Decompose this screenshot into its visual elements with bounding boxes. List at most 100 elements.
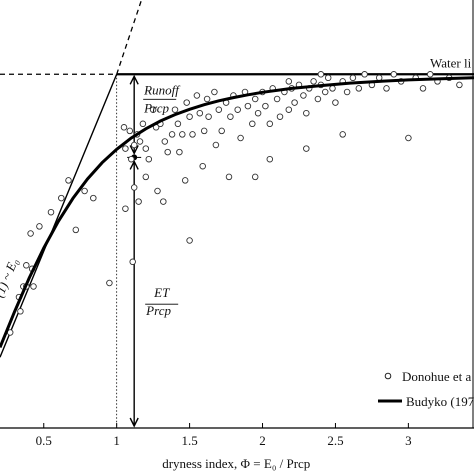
data-point <box>142 145 150 152</box>
data-point <box>199 162 206 170</box>
data-point <box>262 102 269 110</box>
energy-limit-dashed-line <box>116 0 143 75</box>
data-point <box>251 95 259 103</box>
data-point <box>139 120 147 128</box>
data-point <box>426 71 434 78</box>
data-point <box>244 102 252 110</box>
data-point <box>160 198 167 205</box>
water-limit-label: Water li <box>430 55 472 70</box>
data-point <box>72 226 80 234</box>
data-point <box>179 131 186 138</box>
data-point <box>154 187 161 195</box>
data-point <box>361 71 368 78</box>
data-point <box>135 198 142 205</box>
data-point <box>291 99 298 106</box>
runoff-label-bottom: Prcp <box>143 100 169 115</box>
data-point <box>405 134 412 142</box>
data-point <box>193 92 201 99</box>
data-point <box>161 138 169 145</box>
x-axis-label: dryness index, Φ = E₀ / Prcp <box>162 456 310 471</box>
data-point <box>136 138 144 145</box>
axes <box>0 0 474 429</box>
x-tick-label: 2 <box>259 433 266 448</box>
et-label-bottom: Prcp <box>145 303 171 318</box>
data-point <box>456 81 463 89</box>
data-point <box>164 148 171 156</box>
data-point <box>181 177 189 184</box>
data-point <box>310 78 317 85</box>
data-point <box>234 106 241 113</box>
data-point <box>317 71 325 78</box>
data-point <box>65 177 72 184</box>
scatter-series <box>6 71 463 336</box>
data-point <box>168 131 176 138</box>
legend-marker-scatter <box>384 372 392 380</box>
data-point <box>355 85 363 92</box>
data-point <box>183 99 190 106</box>
data-point <box>27 230 34 237</box>
data-point <box>126 127 134 135</box>
data-point <box>174 120 182 128</box>
data-point <box>23 262 30 269</box>
data-point <box>266 120 274 128</box>
data-point <box>189 131 196 138</box>
data-point <box>343 88 351 96</box>
data-point <box>375 74 383 82</box>
data-point <box>249 120 256 128</box>
data-point <box>324 74 332 82</box>
data-point <box>211 88 218 96</box>
et-arrow-head-b <box>129 417 139 428</box>
data-point <box>17 308 24 315</box>
data-point <box>142 173 150 181</box>
data-point <box>36 223 43 230</box>
runoff-label-top: Runoff <box>143 82 181 97</box>
data-point <box>276 113 284 120</box>
data-point <box>329 85 336 92</box>
data-point <box>218 127 225 135</box>
data-point <box>215 106 223 113</box>
data-point <box>303 145 310 152</box>
data-point <box>205 113 212 120</box>
data-point <box>30 283 37 290</box>
annotations: Runoff Prcp ET Prcp Water li (1) ~ E₀ <box>0 55 472 318</box>
data-point <box>106 279 113 287</box>
reference-lines <box>0 0 474 428</box>
budyko-curve-series <box>0 76 474 348</box>
data-point <box>225 173 233 181</box>
data-point <box>251 173 259 181</box>
data-point <box>383 85 390 92</box>
runoff-arrow-head-b <box>129 145 139 155</box>
x-tick-label: 2.5 <box>327 433 343 448</box>
data-point <box>171 106 179 113</box>
data-point <box>176 148 183 156</box>
data-point <box>129 258 136 266</box>
data-point <box>300 92 307 99</box>
data-point <box>186 113 193 120</box>
data-point <box>266 155 274 163</box>
energy-limit-line <box>0 74 118 358</box>
x-tick-label: 0.5 <box>36 433 52 448</box>
data-point <box>122 205 129 212</box>
data-point <box>237 134 244 142</box>
data-point <box>186 237 193 244</box>
x-tick-label: 1 <box>113 433 120 448</box>
x-tick-label: 3 <box>405 433 412 448</box>
data-point <box>149 106 157 113</box>
x-tick-label: 1.5 <box>181 433 197 448</box>
data-point <box>273 95 281 103</box>
data-point <box>321 88 329 96</box>
et-arrow-head-a <box>129 159 139 170</box>
et-label-top: ET <box>153 285 170 300</box>
data-point <box>200 127 208 135</box>
data-point <box>349 74 357 82</box>
data-point <box>128 155 135 163</box>
data-point <box>419 85 427 92</box>
data-point <box>58 194 65 202</box>
data-point <box>390 71 398 78</box>
data-point <box>130 184 138 191</box>
data-point <box>339 131 346 138</box>
data-point <box>314 95 322 103</box>
runoff-arrow-head-a <box>129 74 139 85</box>
data-point <box>196 109 204 117</box>
